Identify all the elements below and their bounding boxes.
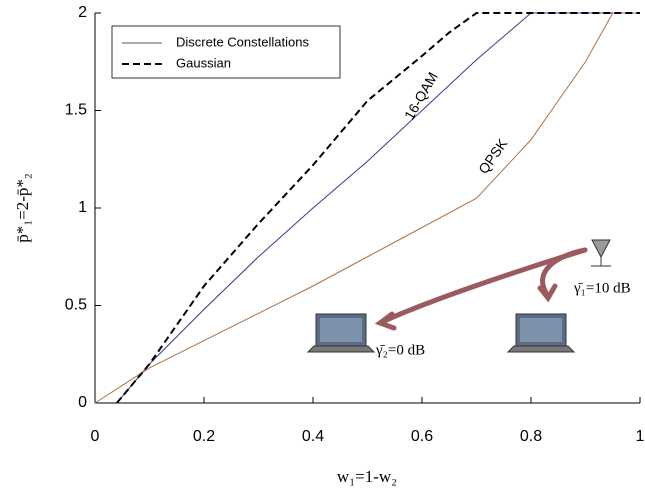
curve-label: 16-QAM — [401, 69, 441, 122]
annotation: γ̄₂=0 dB — [375, 342, 425, 358]
laptop-icon — [506, 313, 576, 353]
x-tick-label: 0 — [91, 428, 100, 445]
y-tick-label: 0.5 — [65, 297, 87, 314]
legend-label: Discrete Constellations — [176, 34, 309, 49]
x-tick-label: 0.8 — [520, 428, 542, 445]
line — [116, 12, 640, 404]
x-tick-label: 0.6 — [411, 428, 433, 445]
curve-label: QPSK — [475, 135, 511, 177]
y-tick-label: 1.5 — [65, 102, 87, 119]
x-tick-label: 1 — [636, 428, 645, 445]
line — [94, 12, 640, 404]
arrows — [374, 247, 588, 331]
legend — [111, 25, 341, 79]
y-axis-label: p̄*₁=2-p̄*₂ — [13, 173, 32, 243]
y-tick-label: 1 — [78, 199, 87, 216]
y-tick-label: 0 — [78, 394, 87, 411]
x-tick-label: 0.2 — [193, 428, 215, 445]
legend-label: Gaussian — [176, 55, 231, 70]
y-tick-label: 2 — [78, 4, 87, 21]
laptop-icon — [306, 313, 376, 353]
antenna-icon — [591, 239, 611, 267]
x-axis-label: w₁=1-w₂ — [337, 467, 397, 486]
x-tick-label: 0.4 — [302, 428, 324, 445]
annotation: γ̄₁=10 dB — [573, 280, 631, 296]
